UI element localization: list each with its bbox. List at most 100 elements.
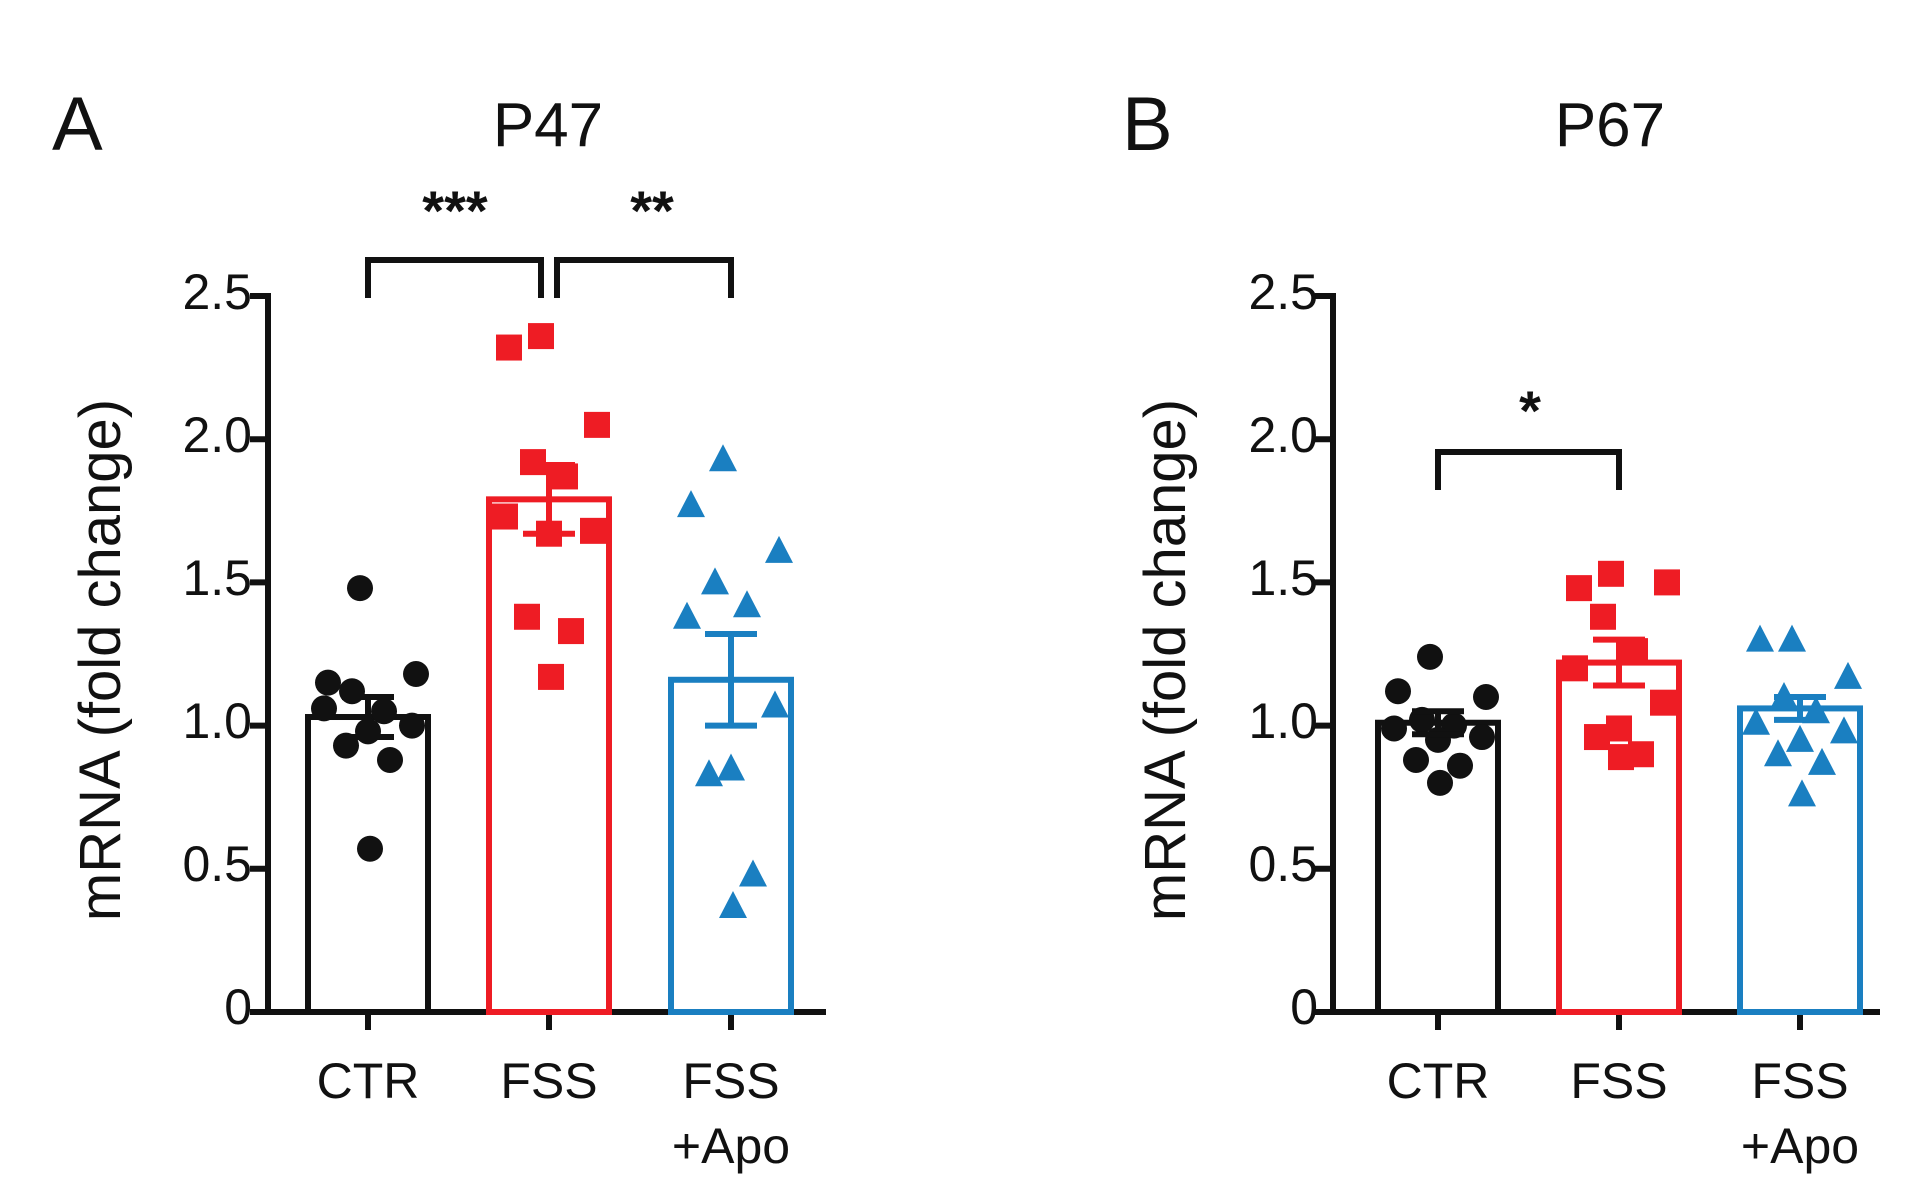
significance-label: *** bbox=[422, 179, 488, 242]
category-label: FSS bbox=[500, 1053, 597, 1109]
y-tick-labels: 0 0.5 1.0 1.5 2.0 2.5 bbox=[182, 264, 252, 1035]
bar bbox=[1375, 719, 1501, 1016]
data-point bbox=[1788, 779, 1816, 807]
data-point bbox=[1830, 716, 1858, 744]
y-tick-label: 0.5 bbox=[1248, 836, 1318, 892]
y-tick-label: 1.5 bbox=[1248, 550, 1318, 606]
data-point bbox=[677, 490, 705, 518]
data-point bbox=[1598, 560, 1624, 587]
data-point bbox=[739, 859, 767, 887]
data-point bbox=[1447, 752, 1473, 779]
data-point bbox=[1808, 747, 1836, 775]
y-axis-title: mRNA (fold change) bbox=[68, 399, 133, 921]
data-point bbox=[347, 575, 373, 602]
data-point bbox=[1403, 746, 1429, 773]
data-point bbox=[315, 669, 341, 696]
data-point bbox=[1764, 739, 1792, 767]
significance-label: * bbox=[1519, 379, 1541, 442]
data-point bbox=[514, 603, 540, 630]
data-point bbox=[311, 695, 337, 722]
data-point bbox=[377, 746, 403, 773]
panel-title: P67 bbox=[1555, 91, 1665, 160]
y-tick-label: 1.5 bbox=[182, 550, 252, 606]
data-point bbox=[733, 590, 761, 618]
category-label: FSS bbox=[682, 1053, 779, 1109]
y-tick-label: 0 bbox=[224, 979, 252, 1035]
data-point bbox=[558, 618, 584, 645]
panel-letter: B bbox=[1122, 82, 1173, 167]
data-point bbox=[528, 323, 554, 350]
data-point bbox=[695, 759, 723, 787]
panel-letter: A bbox=[52, 82, 103, 167]
data-point bbox=[371, 698, 397, 725]
plot-area bbox=[250, 257, 826, 1030]
category-label: CTR bbox=[1387, 1053, 1490, 1109]
bar bbox=[305, 714, 431, 1015]
data-point bbox=[1742, 707, 1770, 735]
y-tick-label: 0.5 bbox=[182, 836, 252, 892]
data-point bbox=[765, 535, 793, 563]
data-point bbox=[1566, 575, 1592, 602]
data-point bbox=[538, 663, 564, 690]
data-point bbox=[1834, 661, 1862, 689]
y-tick-labels: 0 0.5 1.0 1.5 2.0 2.5 bbox=[1248, 264, 1318, 1035]
category-labels: CTR FSS FSS +Apo bbox=[1387, 1053, 1859, 1174]
data-point bbox=[399, 712, 425, 739]
data-point bbox=[1385, 678, 1411, 705]
data-point bbox=[403, 661, 429, 688]
data-point bbox=[492, 503, 518, 530]
category-label-line2: +Apo bbox=[672, 1118, 790, 1174]
data-point bbox=[1746, 624, 1774, 652]
data-point bbox=[1381, 715, 1407, 742]
y-axis-title: mRNA (fold change) bbox=[1133, 399, 1198, 921]
y-tick-label: 2.0 bbox=[182, 407, 252, 463]
significance-bracket bbox=[365, 257, 544, 298]
y-tick-label: 2.5 bbox=[1248, 264, 1318, 320]
bar bbox=[1737, 705, 1863, 1016]
data-point bbox=[339, 678, 365, 705]
significance-labels: * bbox=[1519, 379, 1541, 442]
data-point bbox=[1584, 724, 1610, 751]
significance-bracket bbox=[1435, 449, 1622, 490]
data-point bbox=[580, 517, 606, 544]
data-point bbox=[496, 334, 522, 361]
data-point bbox=[584, 411, 610, 438]
data-point bbox=[1562, 655, 1588, 682]
y-tick-label: 2.0 bbox=[1248, 407, 1318, 463]
data-point bbox=[701, 567, 729, 595]
significance-label: ** bbox=[630, 179, 674, 242]
bar bbox=[668, 676, 794, 1015]
y-tick-label: 0 bbox=[1290, 979, 1318, 1035]
panel-a: A P47 mRNA (fold change) CTR FSS FSS +Ap… bbox=[52, 82, 826, 1174]
data-point bbox=[1606, 715, 1632, 742]
plot-area bbox=[1315, 293, 1880, 1030]
significance-bracket bbox=[554, 257, 734, 298]
significance-labels: *** ** bbox=[422, 179, 674, 242]
data-point bbox=[357, 835, 383, 862]
data-point bbox=[1427, 769, 1453, 796]
data-point bbox=[761, 690, 789, 718]
panel-title: P47 bbox=[493, 91, 603, 160]
y-tick-label: 1.0 bbox=[182, 693, 252, 749]
category-label-line2: +Apo bbox=[1741, 1118, 1859, 1174]
data-point bbox=[709, 444, 737, 472]
data-point bbox=[1650, 689, 1676, 716]
data-point bbox=[1802, 696, 1830, 724]
data-point bbox=[673, 601, 701, 629]
category-label: FSS bbox=[1751, 1053, 1848, 1109]
category-labels: CTR FSS FSS +Apo bbox=[317, 1053, 790, 1174]
data-point bbox=[1473, 683, 1499, 710]
bar bbox=[486, 496, 612, 1015]
data-point bbox=[1608, 744, 1634, 771]
data-point bbox=[1786, 724, 1814, 752]
data-point bbox=[1654, 569, 1680, 596]
y-tick-label: 2.5 bbox=[182, 264, 252, 320]
panel-b: B P67 mRNA (fold change) CTR FSS FSS +Ap… bbox=[1122, 82, 1880, 1174]
category-label: CTR bbox=[317, 1053, 420, 1109]
category-label: FSS bbox=[1570, 1053, 1667, 1109]
data-point bbox=[1778, 624, 1806, 652]
data-point bbox=[719, 891, 747, 919]
data-point bbox=[1469, 724, 1495, 751]
y-tick-label: 1.0 bbox=[1248, 693, 1318, 749]
